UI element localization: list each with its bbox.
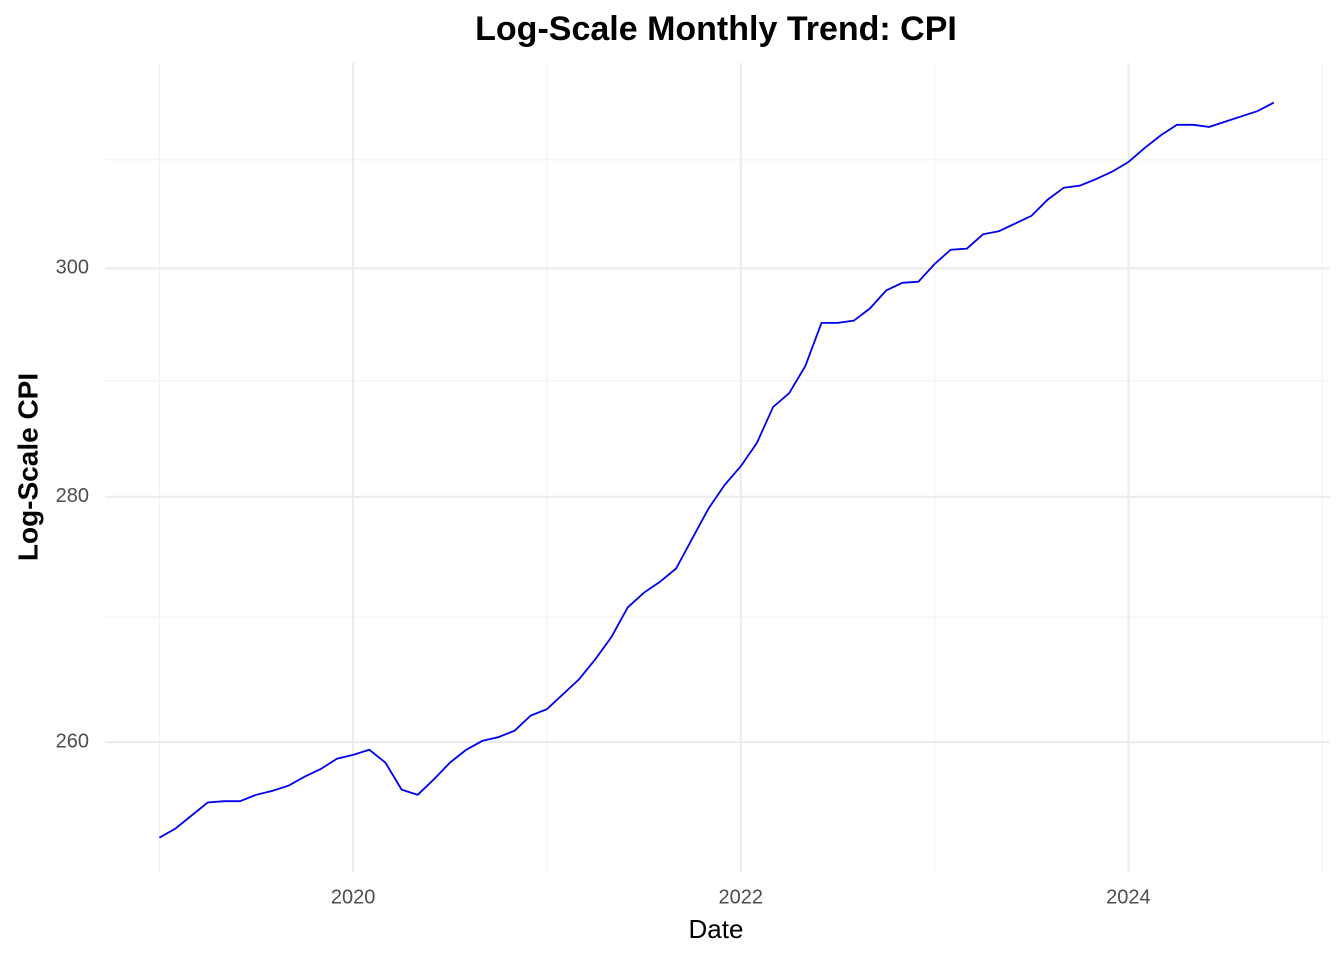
x-axis-title: Date: [689, 914, 744, 944]
y-tick-label: 300: [56, 257, 89, 279]
y-tick-label: 260: [56, 730, 89, 752]
x-tick-label: 2024: [1106, 886, 1151, 908]
x-tick-label: 2020: [331, 886, 376, 908]
y-axis-title: Log-Scale CPI: [12, 373, 43, 561]
x-tick-label: 2022: [719, 886, 764, 908]
data-line: [158, 101, 1275, 839]
y-tick-label: 280: [56, 485, 89, 507]
chart-title: Log-Scale Monthly Trend: CPI: [475, 10, 957, 48]
